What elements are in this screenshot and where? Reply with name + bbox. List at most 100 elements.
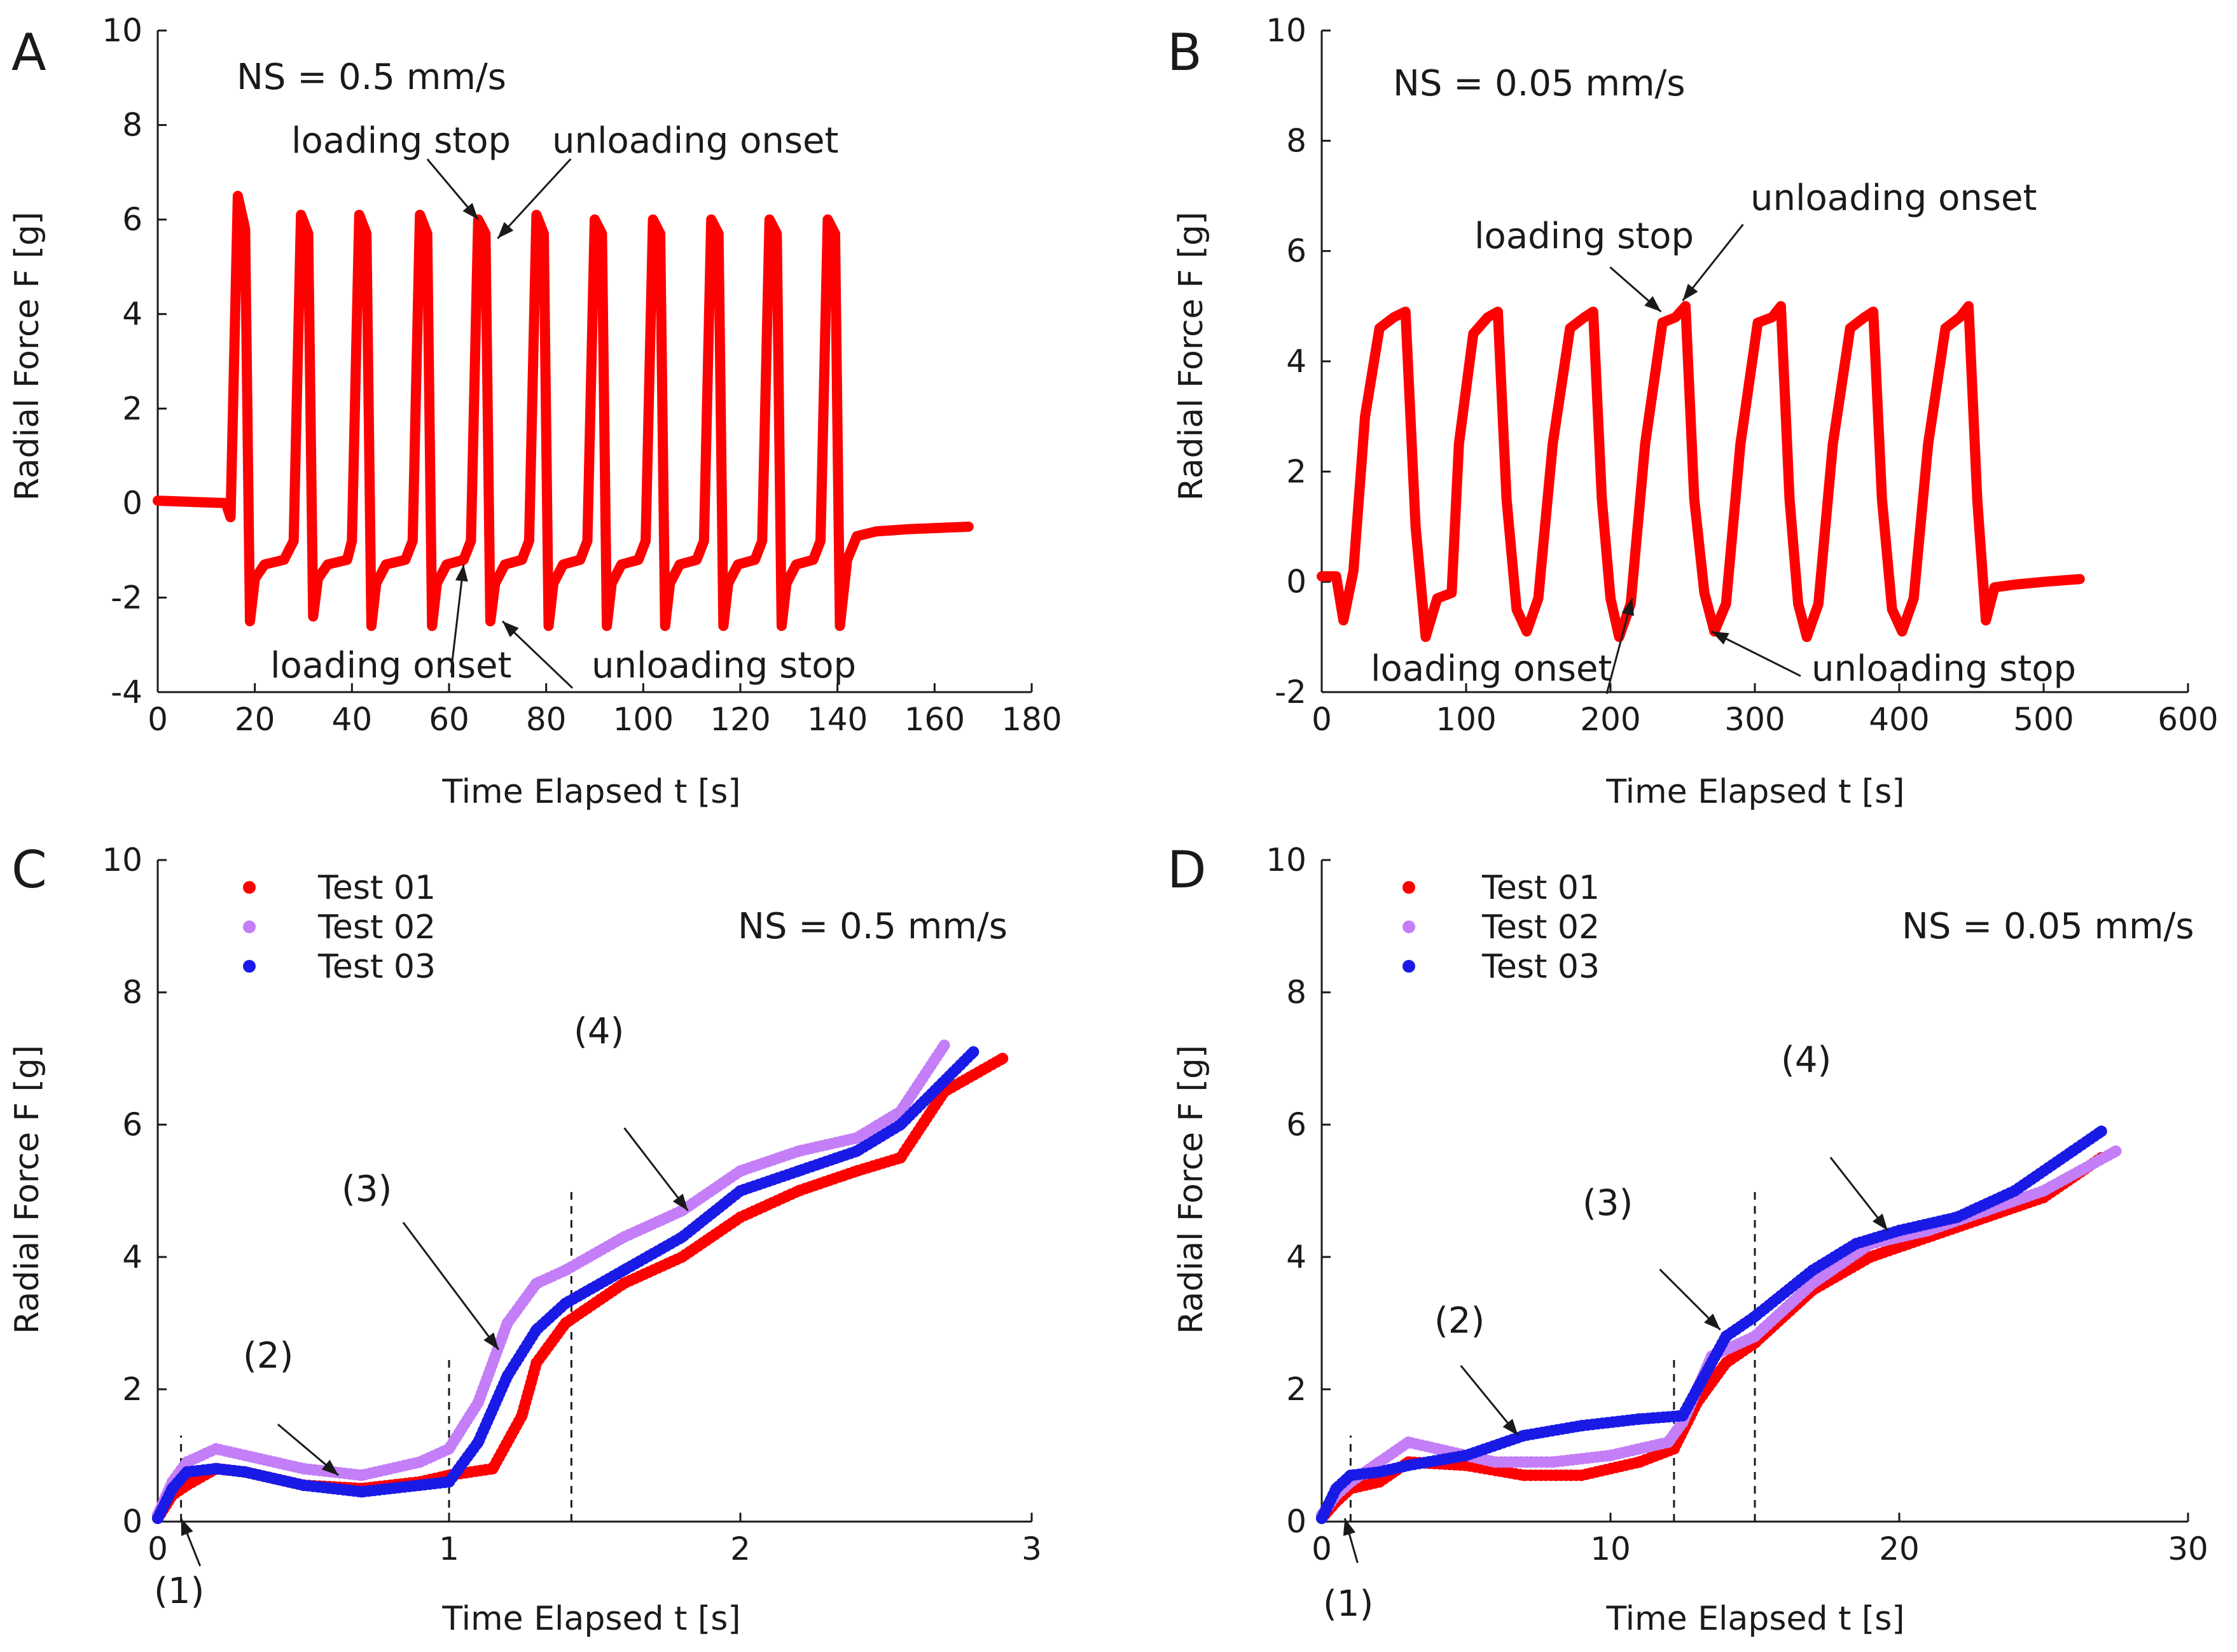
panel-c-phase-4-label: (4) <box>574 1011 624 1052</box>
panel-a-x-tick-label-3: 60 <box>429 701 469 738</box>
panel-b-arrow-4 <box>1711 630 1801 677</box>
panel-d-series-2-point-7 <box>1547 1456 1559 1468</box>
panel-b-x-tick-label-6: 600 <box>2157 701 2218 738</box>
panel-a-y-tick-label-4: 4 <box>122 296 142 333</box>
panel-d-series-1-point-11 <box>1720 1357 1732 1369</box>
panel-a-arrow-2 <box>497 158 572 239</box>
panel-c-arrow-4 <box>623 1127 689 1212</box>
panel-c-series-1-point-12 <box>560 1317 572 1329</box>
panel-c-legend-label-3: Test 03 <box>317 948 436 986</box>
panel-a-arrowhead-1 <box>462 202 478 220</box>
panel-d-series-2-point-17 <box>2038 1185 2049 1197</box>
panel-c-series-3-point-15 <box>735 1185 746 1197</box>
panel-d-arrowhead-1 <box>1343 1518 1356 1536</box>
panel-c-series-2-point-8 <box>443 1443 455 1455</box>
panel-d-series-3-point-19 <box>2095 1125 2107 1137</box>
panel-d-series-1-point-8 <box>1633 1456 1645 1468</box>
panel-d-marks: 0 10 20 30 0 2 4 6 8 10 <box>1266 842 2208 1567</box>
panel-c-series-3-point-14 <box>676 1231 688 1243</box>
panel-c-series-2-point-2 <box>181 1456 193 1468</box>
panel-d-series-3-point-6 <box>1518 1429 1530 1441</box>
panel-d-series-3-point-17 <box>2009 1185 2021 1197</box>
panel-c-series-2-point-17 <box>851 1132 863 1144</box>
panel-a-y-tick-label-1: -2 <box>111 579 142 616</box>
panel-c-series-3-point-6 <box>356 1486 368 1498</box>
panel-c-series-1-point-13 <box>618 1277 630 1289</box>
panel-c-series-1-point-20 <box>997 1053 1009 1064</box>
panel-a-arrow-3 <box>450 564 465 673</box>
panel-b-loading-onset-label: loading onset <box>1371 648 1612 690</box>
panel-c-arrowhead-3 <box>483 1332 499 1350</box>
panel-a-y-tick-label-7: 10 <box>102 12 142 49</box>
panel-a-y-tick-label-5: 6 <box>122 201 142 238</box>
panel-d-series-3-point-13 <box>1806 1264 1818 1276</box>
panel-b-x-tick-label-4: 400 <box>1869 701 1929 738</box>
panel-d-series-3-point-18 <box>2067 1145 2079 1157</box>
panel-d-series-1-point-3 <box>1373 1476 1385 1488</box>
panel-d-x-tick-label-3: 30 <box>2168 1531 2208 1567</box>
panel-c-y-tick-label-5: 10 <box>102 842 142 878</box>
panel-d-legend-label-1: Test 01 <box>1481 869 1600 907</box>
panel-c-series-3-point-5 <box>298 1479 309 1491</box>
panel-d-legend-label-2: Test 02 <box>1481 908 1600 947</box>
panel-b-arrowhead-3 <box>1621 598 1635 616</box>
panel-a-arrowhead-3 <box>455 564 468 582</box>
panel-d-series-1 <box>1316 1152 2107 1524</box>
panel-d-y-tick-label-2: 4 <box>1286 1239 1306 1275</box>
panel-a: 0 20 40 60 80 100 120 140 160 180 -4 -2 0 2 4 6 8 10 A NS… <box>8 12 1062 811</box>
panel-c-y-tick-label-3: 6 <box>122 1106 142 1143</box>
panel-b-series-line <box>1317 301 2085 642</box>
panel-a-x-tick-label-2: 40 <box>332 701 373 738</box>
panel-b-arrowhead-1 <box>1644 296 1661 312</box>
panel-d-x-tick-label-0: 0 <box>1312 1531 1332 1567</box>
panel-d-series-1-point-7 <box>1576 1469 1588 1482</box>
panel-c-series-3-point-4 <box>239 1466 251 1478</box>
panel-d-arrowhead-4 <box>1872 1213 1888 1231</box>
panel-d-phase-2-label: (2) <box>1434 1300 1485 1342</box>
panel-d-arrowhead-3 <box>1704 1313 1721 1330</box>
panel-d-legend-marker-1 <box>1402 881 1415 894</box>
panel-d-x-axis-label: Time Elapsed t [s] <box>1605 1600 1904 1638</box>
panel-a-speed-label: NS = 0.5 mm/s <box>237 57 506 98</box>
panel-d-y-tick-label-5: 10 <box>1266 842 1306 878</box>
panel-a-arrowhead-4 <box>502 621 519 637</box>
panel-b-y-tick-label-1: 0 <box>1286 564 1306 600</box>
panel-c-series-3-point-9 <box>472 1436 484 1448</box>
panel-a-y-tick-label-6: 8 <box>122 107 142 144</box>
panel-c-legend-label-2: Test 02 <box>317 908 436 947</box>
panel-d-x-tick-label-1: 10 <box>1590 1531 1631 1567</box>
panel-c-series-3-point-11 <box>530 1324 543 1336</box>
panel-a-x-tick-label-9: 180 <box>1001 701 1062 738</box>
panel-c-y-tick-label-2: 4 <box>122 1239 142 1275</box>
panel-c-series-2-point-5 <box>298 1462 309 1475</box>
panel-d-letter: D <box>1167 840 1207 899</box>
panel-d-series-3-point-1 <box>1330 1483 1342 1494</box>
panel-a-x-tick-label-0: 0 <box>148 701 168 738</box>
panel-d-series-2-point-6 <box>1489 1456 1501 1468</box>
panel-d-series-1-point-14 <box>1864 1251 1876 1263</box>
panel-c-series-2-point-16 <box>793 1145 805 1157</box>
panel-c-series-3-point-1 <box>166 1483 178 1494</box>
panel-c-series-2-point-13 <box>618 1231 630 1243</box>
panel-d-legend-marker-3 <box>1402 960 1415 973</box>
panel-c-series-1-point-11 <box>530 1357 543 1369</box>
panel-d-x-tick-label-2: 20 <box>1879 1531 1920 1567</box>
panel-d-phase-1-label: (1) <box>1323 1583 1373 1625</box>
panel-c-y-axis-label: Radial Force F [g] <box>8 1045 46 1334</box>
panel-c-legend-marker-1 <box>243 881 256 894</box>
panel-c-x-tick-label-2: 2 <box>730 1531 751 1567</box>
panel-d-series-3-point-16 <box>1951 1211 1963 1223</box>
panel-b-unloading-stop-label: unloading stop <box>1811 648 2076 690</box>
panel-d-series-3-point-4 <box>1402 1459 1415 1471</box>
panel-d-legend-label-3: Test 03 <box>1481 948 1600 986</box>
panel-c-speed-label: NS = 0.5 mm/s <box>738 906 1008 947</box>
panel-a-unloading-onset-label: unloading onset <box>552 120 838 162</box>
panel-c-x-tick-label-1: 1 <box>439 1531 459 1567</box>
panel-b-arrowhead-2 <box>1682 284 1698 301</box>
panel-c-series-3-point-10 <box>501 1370 513 1382</box>
panel-c-series-3-point-3 <box>210 1462 222 1475</box>
panel-c-x-tick-label-0: 0 <box>148 1531 168 1567</box>
panel-d-series-2-point-13 <box>1806 1277 1818 1289</box>
